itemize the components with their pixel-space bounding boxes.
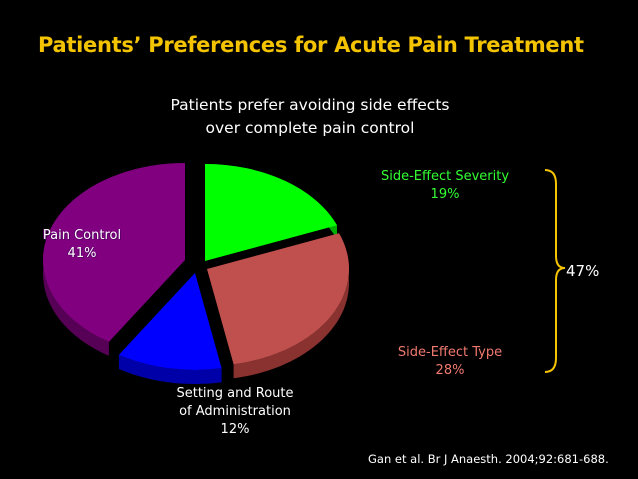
slice-label-line: of Administration bbox=[179, 404, 291, 419]
citation: Gan et al. Br J Anaesth. 2004;92:681-688… bbox=[368, 452, 609, 466]
slide-title: Patients’ Preferences for Acute Pain Tre… bbox=[38, 33, 584, 57]
slice-label-line: Pain Control bbox=[42, 228, 122, 243]
pie-slice-setting-route-side bbox=[118, 354, 222, 384]
slice-label-pain-control: Pain Control 41% bbox=[28, 227, 136, 263]
curly-brace bbox=[544, 169, 566, 373]
pie-slice-side-effect-type bbox=[207, 233, 349, 365]
pie-slice-setting-route bbox=[118, 273, 222, 371]
pie-slice-side-effect-type-side bbox=[233, 233, 349, 379]
slice-label-side-effect-severity: Side-Effect Severity 19% bbox=[360, 168, 530, 204]
subtitle-line-2: over complete pain control bbox=[205, 119, 415, 137]
slice-label-value: 28% bbox=[435, 363, 465, 378]
slice-label-line: Side-Effect Severity bbox=[380, 169, 510, 184]
slice-label-line: Side-Effect Type bbox=[397, 345, 503, 360]
pie-slice-pain-control bbox=[42, 163, 185, 342]
chart-subtitle: Patients prefer avoiding side effects ov… bbox=[130, 94, 490, 140]
subtitle-line-1: Patients prefer avoiding side effects bbox=[170, 96, 450, 114]
slice-label-value: 19% bbox=[430, 187, 460, 202]
pie-slice-side-effect-severity bbox=[205, 164, 337, 261]
slice-label-side-effect-type: Side-Effect Type 28% bbox=[365, 344, 535, 380]
slice-label-value: 12% bbox=[220, 422, 250, 437]
slice-label-line: Setting and Route bbox=[176, 386, 294, 401]
brace-label: 47% bbox=[566, 262, 600, 280]
slice-label-value: 41% bbox=[67, 246, 97, 261]
slice-label-setting-route: Setting and Route of Administration 12% bbox=[160, 385, 310, 439]
